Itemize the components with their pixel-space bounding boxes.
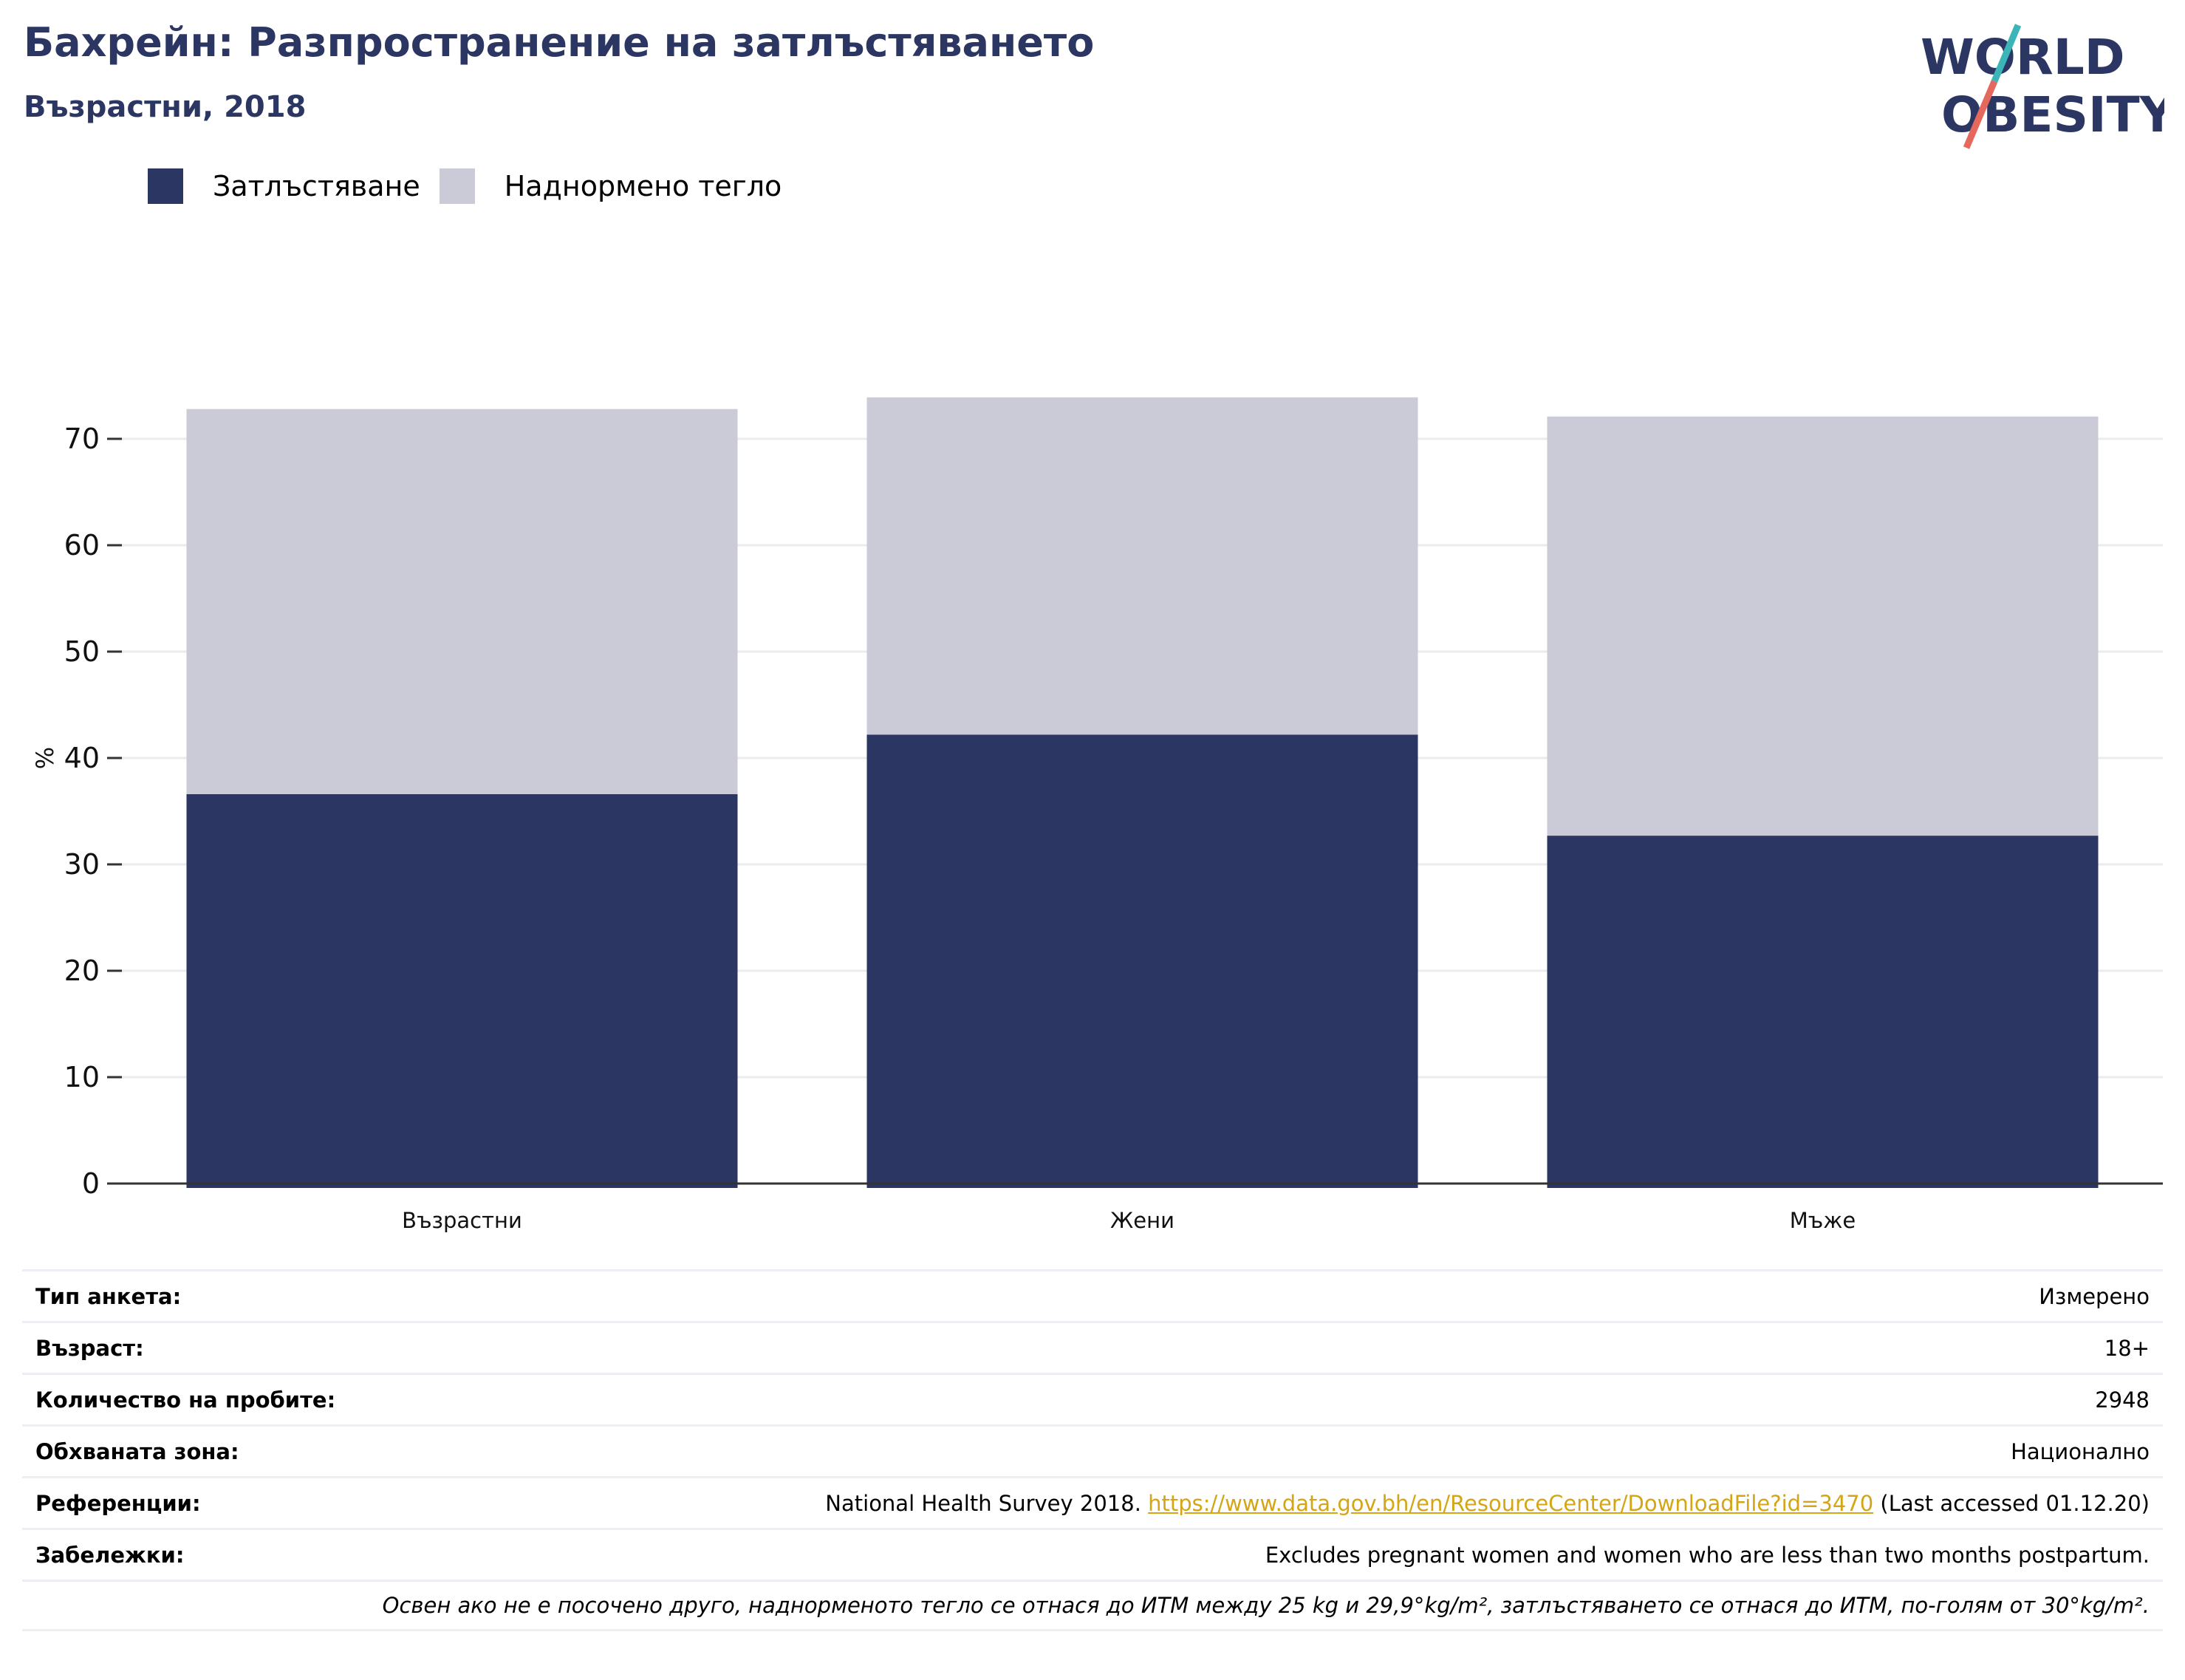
x-tick-label: Жени — [1110, 1208, 1174, 1233]
legend-item-overweight: Наднормено тегло — [439, 168, 782, 204]
info-label: Възраст: — [35, 1335, 144, 1361]
y-tick-label: 50 — [64, 635, 100, 668]
reference-accessed: (Last accessed 01.12.20) — [1873, 1490, 2150, 1516]
y-tick-label: 40 — [64, 742, 100, 774]
survey-info-table: Тип анкета: Измерено Възраст: 18+ Количе… — [22, 1269, 2163, 1631]
stacked-bar-chart: 0 10 20 30 40 50 60 70% Възрастни Жени Мъже — [31, 397, 2163, 1233]
info-row-references: Референции: National Health Survey 2018.… — [22, 1476, 2163, 1528]
reference-text: National Health Survey 2018. — [825, 1490, 1149, 1516]
info-label: Референции: — [35, 1490, 201, 1516]
legend-swatch-obesity — [148, 168, 183, 204]
y-tick-label: 60 — [64, 529, 100, 561]
info-value: Измерено — [2039, 1283, 2150, 1309]
references-value: National Health Survey 2018. https://www… — [825, 1491, 2150, 1516]
y-tick-label: 20 — [64, 955, 100, 987]
bar-obesity — [1547, 836, 2099, 1188]
info-label: Количество на пробите: — [35, 1387, 336, 1413]
info-label: Тип анкета: — [35, 1283, 182, 1309]
legend-item-obesity: Затлъстяване — [148, 168, 420, 204]
reference-link[interactable]: https://www.data.gov.bh/en/ResourceCente… — [1148, 1490, 1874, 1516]
logo-slash-red — [1963, 80, 1998, 149]
info-row-area: Обхваната зона: Национално — [22, 1424, 2163, 1476]
info-value: Национално — [2011, 1438, 2150, 1464]
info-row-sample-size: Количество на пробите: 2948 — [22, 1373, 2163, 1424]
x-tick-label: Възрастни — [402, 1208, 522, 1233]
logo-slash-teal — [1991, 24, 2022, 83]
info-value: 2948 — [2095, 1387, 2150, 1413]
bar-overweight — [1547, 416, 2099, 836]
bar-overweight — [186, 409, 738, 794]
legend-label-obesity: Затлъстяване — [213, 170, 420, 202]
y-tick-label: 10 — [64, 1061, 100, 1093]
legend-swatch-overweight — [439, 168, 475, 204]
info-row-age: Възраст: 18+ — [22, 1321, 2163, 1373]
bar-obesity — [186, 793, 738, 1188]
chart-title: Бахрейн: Разпространение на затлъстяване… — [24, 19, 1095, 66]
info-row-notes: Забележки: Excludes pregnant women and w… — [22, 1528, 2163, 1580]
bar-obesity — [866, 734, 1418, 1188]
x-tick-label: Мъже — [1790, 1208, 1856, 1233]
y-tick-label: 70 — [64, 423, 100, 455]
info-row-survey-type: Тип анкета: Измерено — [22, 1269, 2163, 1321]
info-label: Забележки: — [35, 1542, 185, 1568]
chart-subtitle: Възрастни, 2018 — [24, 90, 307, 124]
y-tick-label: 0 — [82, 1167, 100, 1200]
y-axis-label: % — [31, 747, 59, 769]
chart-legend: Затлъстяване Наднормено тегло — [148, 168, 801, 204]
bar-overweight — [866, 397, 1418, 735]
footnote-text: Освен ако не е посочено друго, наднормен… — [382, 1593, 2150, 1618]
logo-word-1: WORLD — [1921, 29, 2125, 86]
y-tick-label: 30 — [64, 848, 100, 881]
info-value: 18+ — [2104, 1335, 2150, 1361]
info-value: Excludes pregnant women and women who ar… — [1265, 1542, 2150, 1568]
info-row-footnote: Освен ако не е посочено друго, наднормен… — [22, 1580, 2163, 1631]
info-label: Обхваната зона: — [35, 1438, 239, 1464]
legend-label-overweight: Наднормено тегло — [504, 170, 782, 202]
world-obesity-logo: WORLD OBESITY — [1921, 24, 2164, 149]
